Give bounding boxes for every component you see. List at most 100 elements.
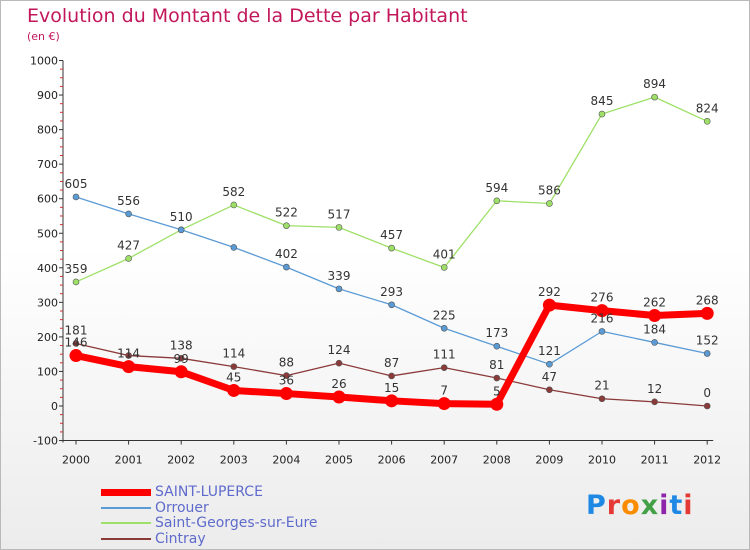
data-label: 173	[485, 326, 508, 340]
y-tick-label: -100	[33, 435, 58, 448]
data-label: 81	[489, 358, 504, 372]
proxiti-logo: Proxiti	[586, 490, 694, 521]
data-point	[177, 355, 185, 362]
data-point	[546, 200, 553, 207]
data-label: 293	[380, 285, 403, 299]
x-tick-label: 2004	[272, 454, 300, 467]
data-label: 26	[331, 377, 346, 391]
data-label: 184	[643, 322, 666, 336]
data-label: 824	[696, 101, 719, 115]
x-tick-label: 2001	[115, 454, 143, 467]
legend-label: Cintray	[155, 530, 206, 547]
x-tick-label: 2010	[588, 454, 616, 467]
data-label: 605	[65, 177, 88, 191]
x-tick-label: 2007	[430, 454, 458, 467]
data-label: 225	[433, 308, 456, 322]
data-point	[72, 340, 80, 347]
data-label: 292	[538, 285, 561, 299]
data-label: 586	[538, 184, 561, 198]
data-point	[490, 397, 504, 411]
data-label: 124	[328, 343, 351, 357]
data-point	[595, 304, 609, 318]
data-point	[388, 372, 395, 380]
data-label: 276	[591, 291, 614, 305]
data-label: 402	[275, 247, 298, 261]
data-label: 181	[65, 323, 88, 337]
series-line	[75, 96, 708, 283]
legend-swatch	[101, 488, 151, 496]
data-point	[283, 222, 290, 229]
data-label: 114	[222, 347, 245, 361]
chart-title: Evolution du Montant de la Dette par Hab…	[27, 5, 468, 27]
data-label: 582	[222, 185, 245, 199]
data-label: 359	[65, 262, 88, 276]
data-point	[437, 397, 451, 411]
data-point	[335, 224, 343, 231]
x-tick-label: 2006	[378, 454, 406, 467]
legend-swatch	[101, 506, 151, 509]
x-tick-label: 2009	[535, 454, 563, 467]
y-tick-label: 0	[51, 400, 58, 413]
data-label: 522	[275, 206, 298, 220]
data-point	[125, 210, 132, 218]
data-point	[385, 394, 399, 408]
data-point	[335, 285, 343, 293]
x-tick-label: 2008	[483, 454, 511, 467]
data-label: 845	[591, 94, 614, 108]
logo-letter: i	[683, 490, 694, 521]
data-point	[174, 365, 188, 379]
data-label: 457	[380, 228, 403, 242]
x-tick-label: 2011	[641, 454, 669, 467]
logo-letter: t	[669, 490, 684, 521]
data-label: 594	[485, 181, 508, 195]
data-point	[598, 110, 606, 118]
data-label: 262	[643, 295, 666, 309]
data-label: 45	[226, 370, 241, 384]
data-label: 556	[117, 194, 140, 208]
data-label: 517	[328, 207, 351, 221]
data-label: 21	[594, 379, 609, 393]
data-point	[283, 263, 290, 271]
data-point	[493, 197, 501, 205]
data-point	[125, 352, 132, 359]
y-tick-label: 600	[37, 193, 58, 206]
data-label: 401	[433, 247, 456, 261]
data-label: 427	[117, 238, 140, 252]
data-point	[335, 359, 343, 367]
legend-label: SAINT-LUPERCE	[155, 484, 263, 500]
data-point	[332, 390, 346, 404]
data-label: 99	[174, 352, 189, 366]
logo-letter: o	[621, 490, 641, 521]
data-label: 7	[440, 384, 448, 398]
data-point	[493, 374, 501, 382]
y-tick-label: 400	[37, 262, 58, 275]
x-tick-label: 2012	[693, 454, 721, 467]
data-label: 0	[703, 386, 711, 400]
x-tick-label: 2005	[325, 454, 353, 467]
data-point	[72, 193, 80, 201]
data-label: 146	[65, 336, 88, 350]
legend-swatch	[101, 522, 151, 524]
x-tick-label: 2003	[220, 454, 248, 467]
chart-unit: (en €)	[27, 30, 60, 43]
data-label: 88	[279, 356, 294, 370]
data-label: 138	[170, 338, 193, 352]
y-tick-label: 500	[37, 227, 58, 240]
data-point	[648, 308, 662, 322]
y-tick-label: 100	[37, 365, 58, 378]
y-tick-label: 200	[37, 331, 58, 344]
data-point	[703, 350, 711, 357]
data-label: 894	[643, 77, 666, 91]
data-label: 111	[433, 348, 456, 362]
logo-letter: P	[586, 490, 607, 521]
data-point	[546, 386, 553, 394]
data-point	[440, 264, 448, 271]
legend-label: Orrouer	[155, 499, 209, 516]
x-tick-label: 2002	[167, 454, 195, 467]
data-label: 114	[117, 347, 140, 361]
data-point	[283, 372, 290, 379]
data-label: 339	[328, 269, 351, 283]
data-point	[542, 298, 556, 312]
data-point	[388, 244, 395, 252]
